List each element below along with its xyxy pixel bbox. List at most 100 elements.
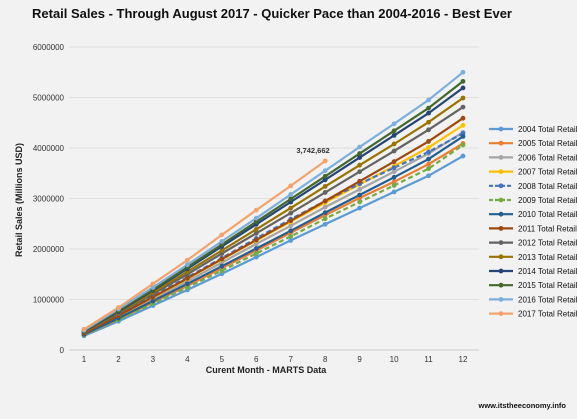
legend-item-2012: 2012 Total Retail: [489, 239, 577, 248]
series-line-2012: [83, 106, 464, 334]
x-tick-label: 6: [254, 355, 259, 364]
data-point-2011: [391, 159, 397, 165]
legend-item-2007: 2007 Total Retail: [489, 168, 577, 177]
legend-item-2006: 2006 Total Retail: [489, 153, 577, 162]
data-point-2005: [391, 179, 397, 185]
data-point-2013: [357, 162, 363, 168]
data-point-2015: [426, 105, 431, 111]
y-tick-label: 1000000: [33, 296, 65, 305]
data-point-2011: [357, 178, 363, 184]
legend-swatch-marker: [498, 254, 504, 260]
x-tick-label: 5: [220, 355, 225, 364]
data-point-2017: [184, 257, 190, 263]
data-point-2010: [391, 174, 397, 180]
series-line-2005: [83, 142, 464, 336]
source-credit: www.itstheeconomy.info: [477, 401, 566, 410]
data-point-2013: [426, 119, 431, 125]
data-point-2012: [426, 127, 431, 133]
data-point-2013: [322, 183, 328, 189]
data-point-2015: [288, 196, 294, 202]
x-tick-label: 1: [82, 355, 87, 364]
x-tick-label: 3: [151, 355, 156, 364]
data-point-2009: [391, 182, 397, 188]
data-point-2005: [426, 161, 431, 167]
data-point-2011: [184, 275, 190, 281]
data-point-2007: [426, 145, 431, 150]
data-point-2012: [253, 230, 259, 236]
legend-label: 2007 Total Retail: [518, 168, 577, 177]
data-point-2010: [150, 298, 156, 304]
data-point-2016: [426, 97, 431, 103]
legend: 2004 Total Retail 2005 Total Retail 2006 T…: [489, 125, 577, 319]
data-point-2017: [150, 281, 156, 287]
y-tick-label: 5000000: [33, 94, 65, 103]
data-point-2007: [460, 122, 466, 128]
x-tick-label: 8: [323, 355, 328, 364]
series-points: [81, 69, 466, 339]
data-point-2016: [253, 215, 259, 221]
data-point-2014: [357, 155, 363, 160]
x-tick-label: 11: [424, 355, 433, 364]
data-point-2011: [426, 139, 431, 144]
y-tick-label: 3000000: [33, 195, 65, 204]
legend-swatch-marker: [498, 126, 504, 132]
data-point-2012: [357, 169, 363, 175]
data-point-2017: [219, 232, 225, 238]
data-point-2017: [288, 183, 294, 189]
y-tick-label: 4000000: [33, 144, 65, 153]
series-line-2008: [83, 132, 464, 334]
x-tick-label: 9: [357, 355, 362, 364]
y-tick-label: 6000000: [33, 43, 65, 52]
legend-swatch-marker: [498, 155, 504, 160]
data-point-2016: [357, 144, 363, 150]
data-point-2014: [322, 177, 328, 183]
legend-swatch-marker: [498, 169, 504, 175]
x-tick-label: 7: [289, 355, 294, 364]
data-point-2004: [391, 189, 397, 195]
legend-label: 2009 Total Retail: [518, 196, 577, 205]
data-point-2006: [357, 187, 363, 192]
series-line-2010: [83, 135, 464, 336]
legend-item-2015: 2015 Total Retail: [489, 281, 577, 290]
legend-label: 2011 Total Retail: [518, 224, 577, 233]
legend-item-2013: 2013 Total Retail: [489, 253, 577, 262]
legend-label: 2006 Total Retail: [518, 153, 577, 162]
data-point-2010: [253, 246, 259, 251]
data-point-2011: [253, 237, 259, 243]
data-point-2017: [322, 158, 328, 164]
x-tick-label: 4: [185, 355, 190, 364]
data-point-2017: [116, 305, 121, 310]
legend-swatch-marker: [498, 183, 504, 189]
data-point-2006: [253, 241, 259, 247]
legend-swatch-marker: [498, 140, 504, 146]
data-point-2016: [288, 192, 294, 197]
data-point-2010: [219, 263, 225, 269]
data-point-2004: [253, 254, 259, 260]
series-lines: [83, 71, 464, 337]
data-point-2015: [253, 219, 259, 225]
data-point-2012: [391, 148, 397, 154]
legend-swatch-marker: [498, 311, 504, 316]
data-point-2013: [391, 141, 397, 147]
legend-label: 2012 Total Retail: [518, 239, 577, 248]
data-point-2012: [322, 190, 328, 195]
data-point-2016: [322, 168, 328, 174]
data-point-2017: [81, 326, 87, 332]
data-point-2011: [288, 218, 294, 224]
legend-item-2009: 2009 Total Retail: [489, 196, 577, 205]
legend-swatch-marker: [498, 197, 504, 203]
x-tick-label: 2: [116, 355, 121, 364]
data-point-2014: [391, 132, 397, 138]
data-point-2006: [391, 169, 397, 175]
y-axis-title: Retail Sales (Millions USD): [14, 143, 24, 257]
data-point-2006: [322, 204, 328, 210]
data-point-2014: [460, 85, 466, 91]
series-line-2004: [83, 155, 464, 337]
data-point-2011: [219, 256, 225, 262]
legend-label: 2004 Total Retail: [518, 125, 577, 134]
x-axis-title: Curent Month - MARTS Data: [206, 365, 327, 375]
data-point-2009: [426, 166, 431, 172]
data-point-2016: [219, 239, 225, 244]
axes: 0 1000000 2000000 3000000 4000000 5000000 6000…: [33, 43, 468, 364]
